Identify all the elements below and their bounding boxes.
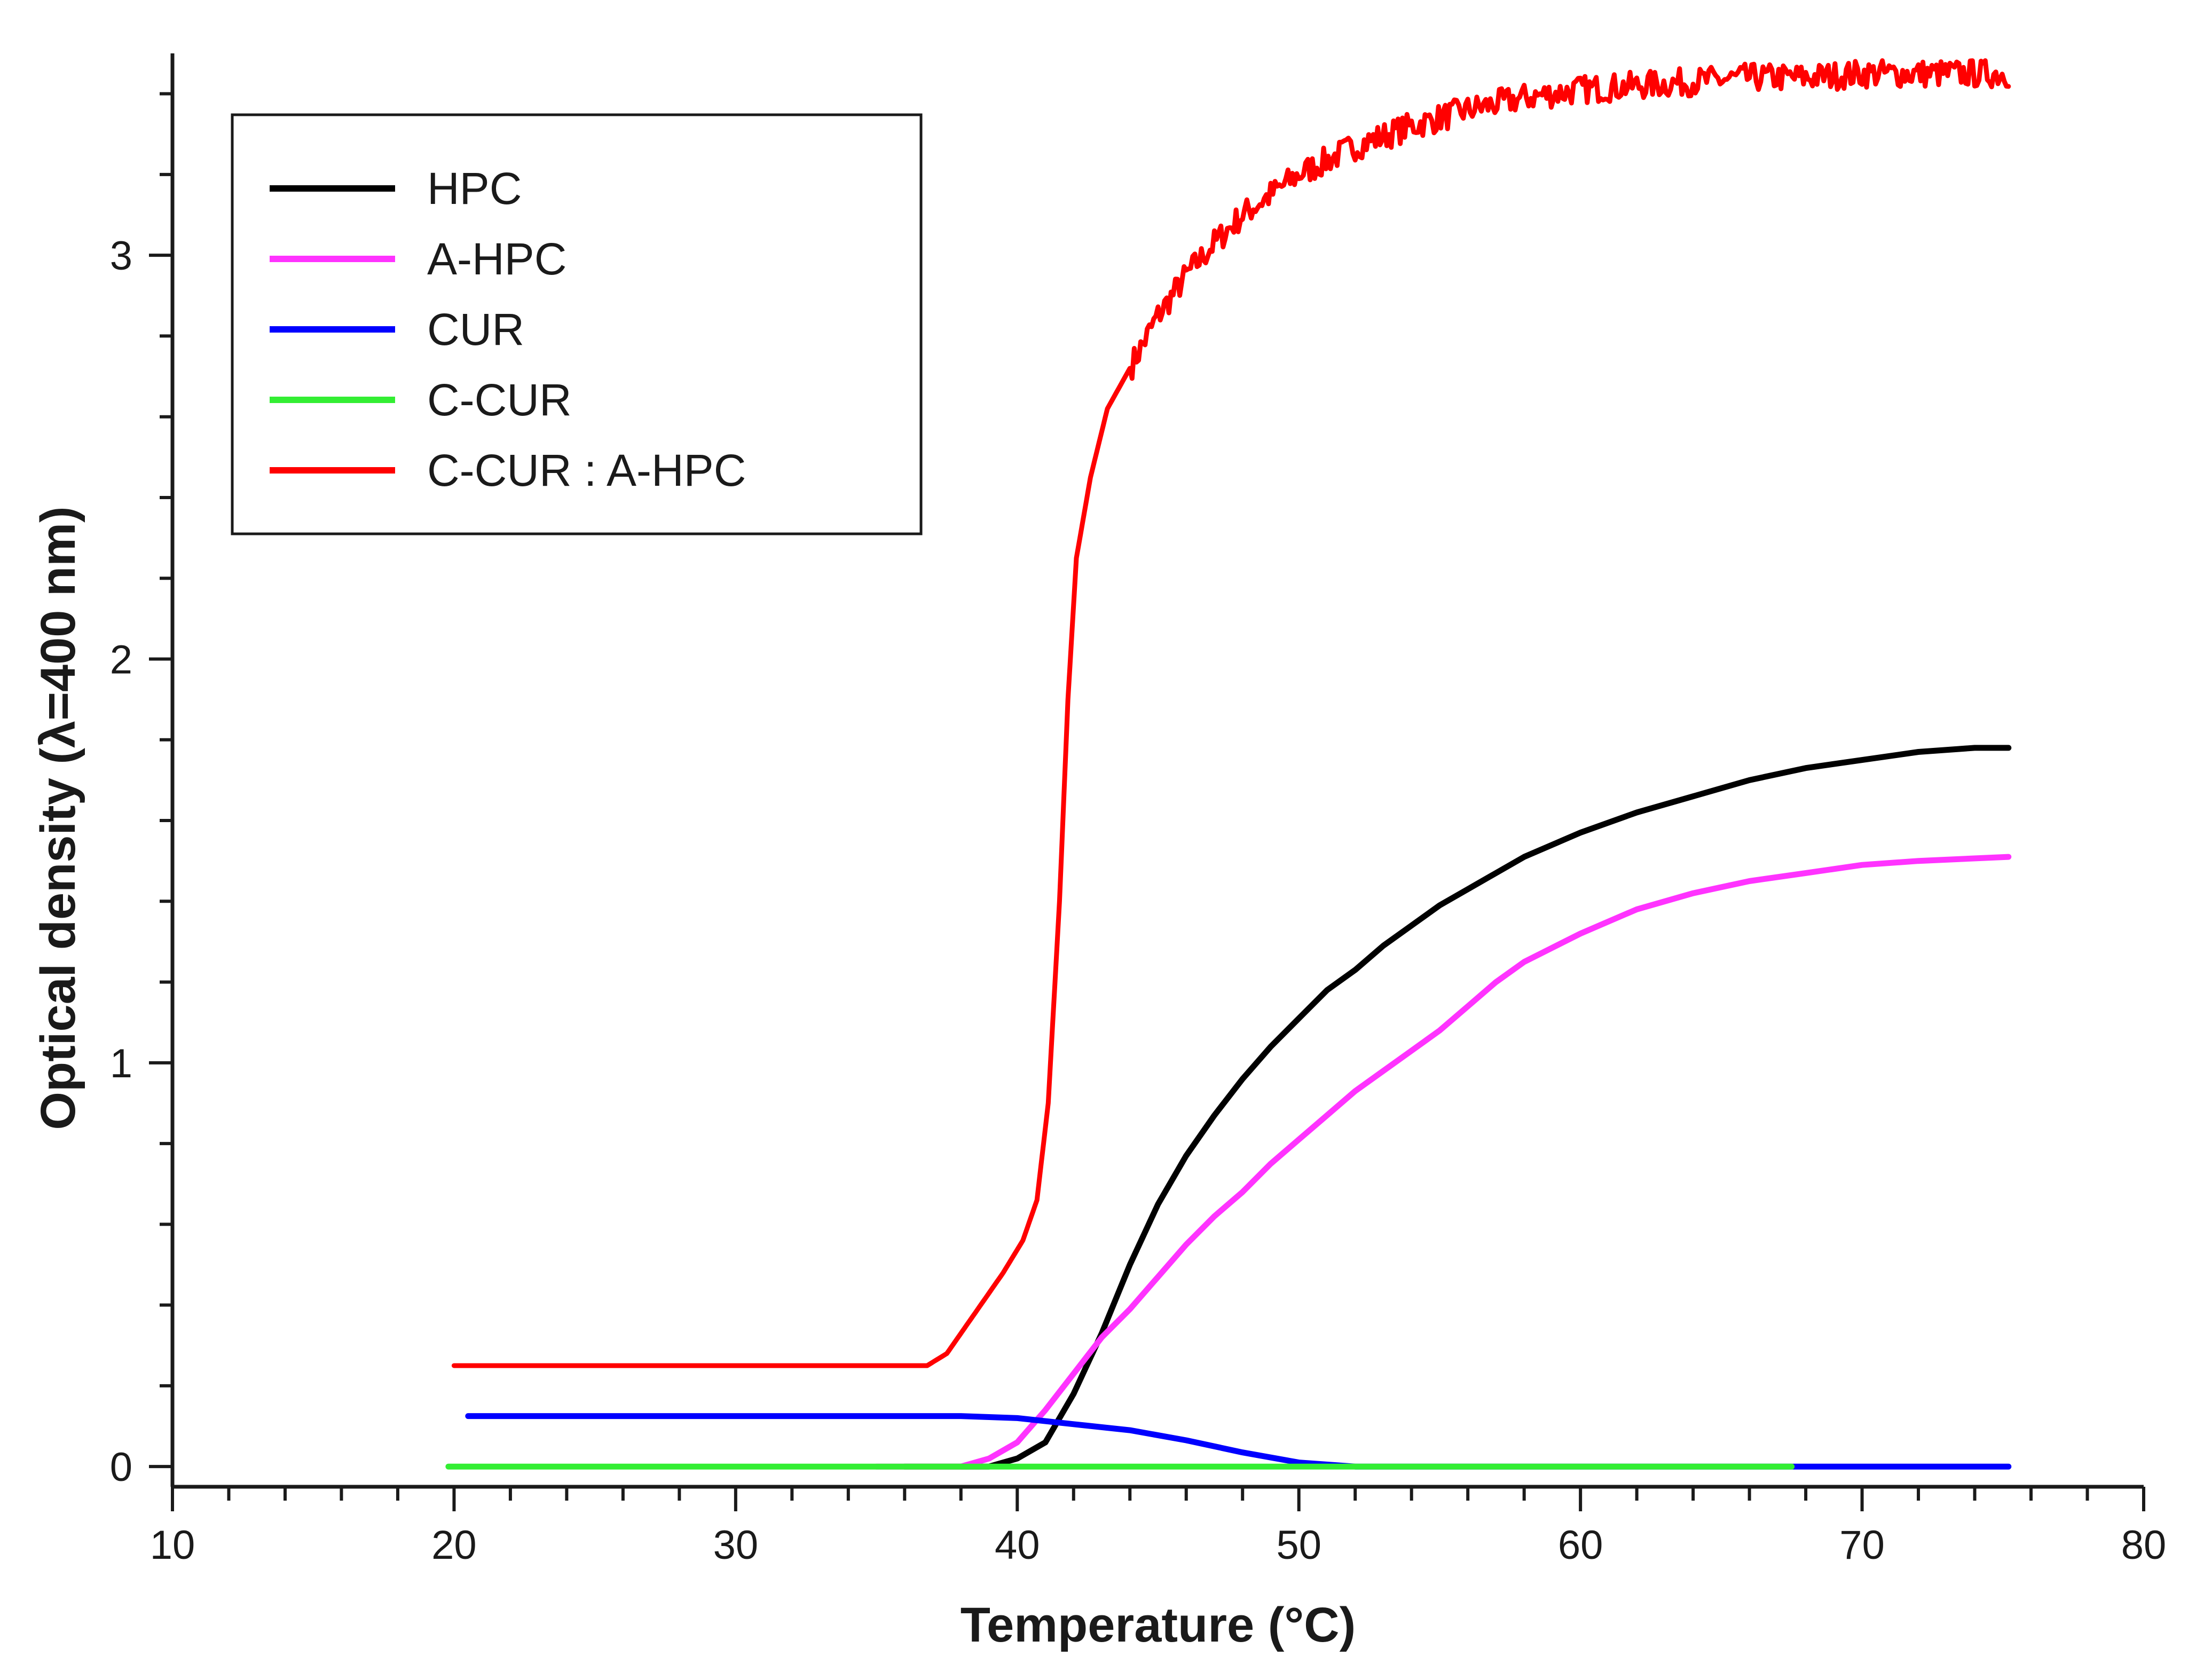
legend-box (231, 113, 923, 535)
series-line-4 (451, 58, 2011, 1368)
y-tick-label: 3 (110, 233, 132, 279)
legend: HPC A-HPC CUR C-CUR C-CUR : A-HPC (231, 113, 923, 535)
y-axis-title: Optical density (λ=400 nm) (31, 506, 85, 1130)
axes: 10 20 30 40 50 60 70 80 0 1 2 3 (110, 53, 2167, 1568)
series-line-1 (873, 854, 2012, 1470)
x-tick-label: 80 (2121, 1523, 2167, 1568)
x-tick-label: 60 (1558, 1523, 1603, 1568)
legend-label: CUR (427, 304, 524, 354)
y-tick-label: 0 (110, 1445, 132, 1490)
x-tick-label: 30 (713, 1523, 759, 1568)
x-tick-label: 10 (150, 1523, 195, 1568)
x-tick-label: 50 (1276, 1523, 1321, 1568)
x-axis-title: Temperature (°C) (961, 1598, 1356, 1652)
x-tick-label: 70 (1839, 1523, 1885, 1568)
legend-label: A-HPC (427, 234, 566, 284)
y-tick-label: 2 (110, 637, 132, 683)
x-tick-label: 40 (995, 1523, 1040, 1568)
series-layer (445, 58, 2012, 1470)
legend-label: HPC (427, 163, 522, 214)
x-tick-label: 20 (431, 1523, 477, 1568)
y-tick-label: 1 (110, 1041, 132, 1086)
legend-label: C-CUR : A-HPC (427, 445, 746, 495)
legend-label: C-CUR (427, 375, 572, 425)
